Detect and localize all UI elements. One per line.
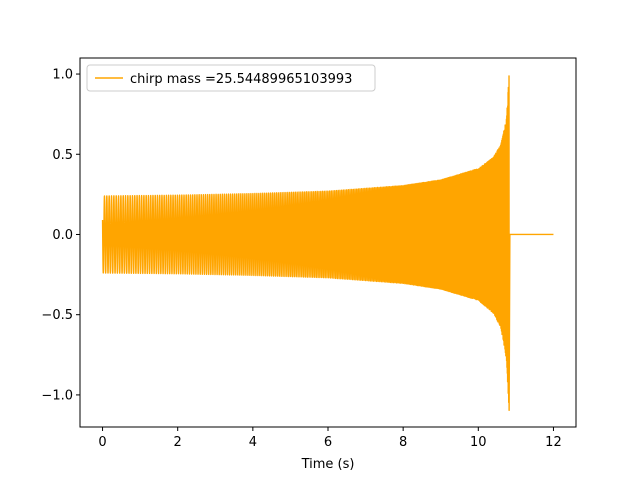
y-tick-label: 1.0 (52, 68, 73, 83)
legend-label: chirp mass =25.54489965103993 (130, 72, 352, 87)
x-tick-label: 2 (174, 435, 182, 450)
y-tick-label: 0.5 (52, 148, 73, 163)
x-tick-label: 4 (249, 435, 257, 450)
legend-box (86, 64, 376, 92)
x-tick-label: 0 (98, 435, 106, 450)
x-tick-label: 12 (545, 435, 562, 450)
y-tick-label: −1.0 (41, 388, 73, 403)
x-tick-label: 10 (470, 435, 487, 450)
series-line-chirp (101, 75, 554, 412)
y-tick-label: −0.5 (41, 308, 73, 323)
x-tick-label: 8 (399, 435, 407, 450)
x-tick-label: 6 (324, 435, 332, 450)
x-axis-label: Time (s) (301, 457, 355, 472)
y-tick-label: 0.0 (52, 228, 73, 243)
y-axis: −1.0 −0.5 0.0 0.5 1.0 (41, 68, 80, 403)
legend: chirp mass =25.54489965103993 (86, 64, 376, 92)
x-axis: 0 2 4 6 8 10 12 (98, 427, 562, 450)
